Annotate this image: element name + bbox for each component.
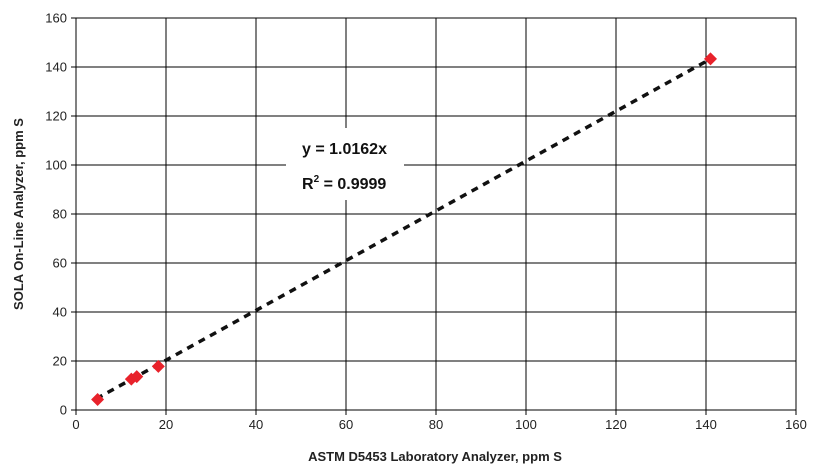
y-tick-label: 120 — [45, 109, 67, 124]
x-tick-label: 40 — [249, 417, 263, 432]
y-tick-label: 100 — [45, 158, 67, 173]
x-tick-label: 20 — [159, 417, 173, 432]
data-point-diamond — [130, 370, 144, 384]
x-tick-label: 60 — [339, 417, 353, 432]
gridlines — [76, 18, 796, 410]
data-point-diamond — [91, 392, 105, 406]
data-point-diamond — [704, 52, 717, 66]
y-tick-label: 140 — [45, 60, 67, 75]
y-tick-label: 20 — [53, 354, 67, 369]
axis-ticks — [71, 17, 797, 415]
x-tick-label: 100 — [515, 417, 537, 432]
y-tick-label: 60 — [53, 256, 67, 271]
equation-label: y = 1.0162x — [302, 141, 387, 158]
x-tick-label: 140 — [695, 417, 717, 432]
y-tick-label: 80 — [53, 207, 67, 222]
equation-background — [286, 128, 404, 200]
y-axis-tick-labels: 0 20 40 60 80 100 120 140 160 — [45, 11, 67, 418]
y-tick-label: 40 — [53, 305, 67, 320]
x-axis-title: ASTM D5453 Laboratory Analyzer, ppm S — [308, 449, 562, 464]
y-tick-label: 0 — [60, 403, 67, 418]
r-squared-symbol: R — [302, 176, 314, 193]
x-tick-label: 160 — [785, 417, 807, 432]
trendline — [95, 57, 712, 401]
data-points — [91, 52, 717, 406]
y-axis-title: SOLA On-Line Analyzer, ppm S — [11, 118, 26, 310]
y-tick-label: 160 — [45, 11, 67, 26]
r-squared-superscript: 2 — [314, 174, 320, 185]
x-tick-label: 0 — [72, 417, 79, 432]
r-squared-label: R2 = 0.9999 — [302, 174, 386, 193]
x-tick-label: 80 — [429, 417, 443, 432]
x-tick-label: 120 — [605, 417, 627, 432]
x-axis-tick-labels: 0 20 40 60 80 100 120 140 160 — [72, 417, 806, 432]
r-squared-value: = 0.9999 — [319, 176, 386, 193]
data-point-diamond — [151, 359, 165, 373]
